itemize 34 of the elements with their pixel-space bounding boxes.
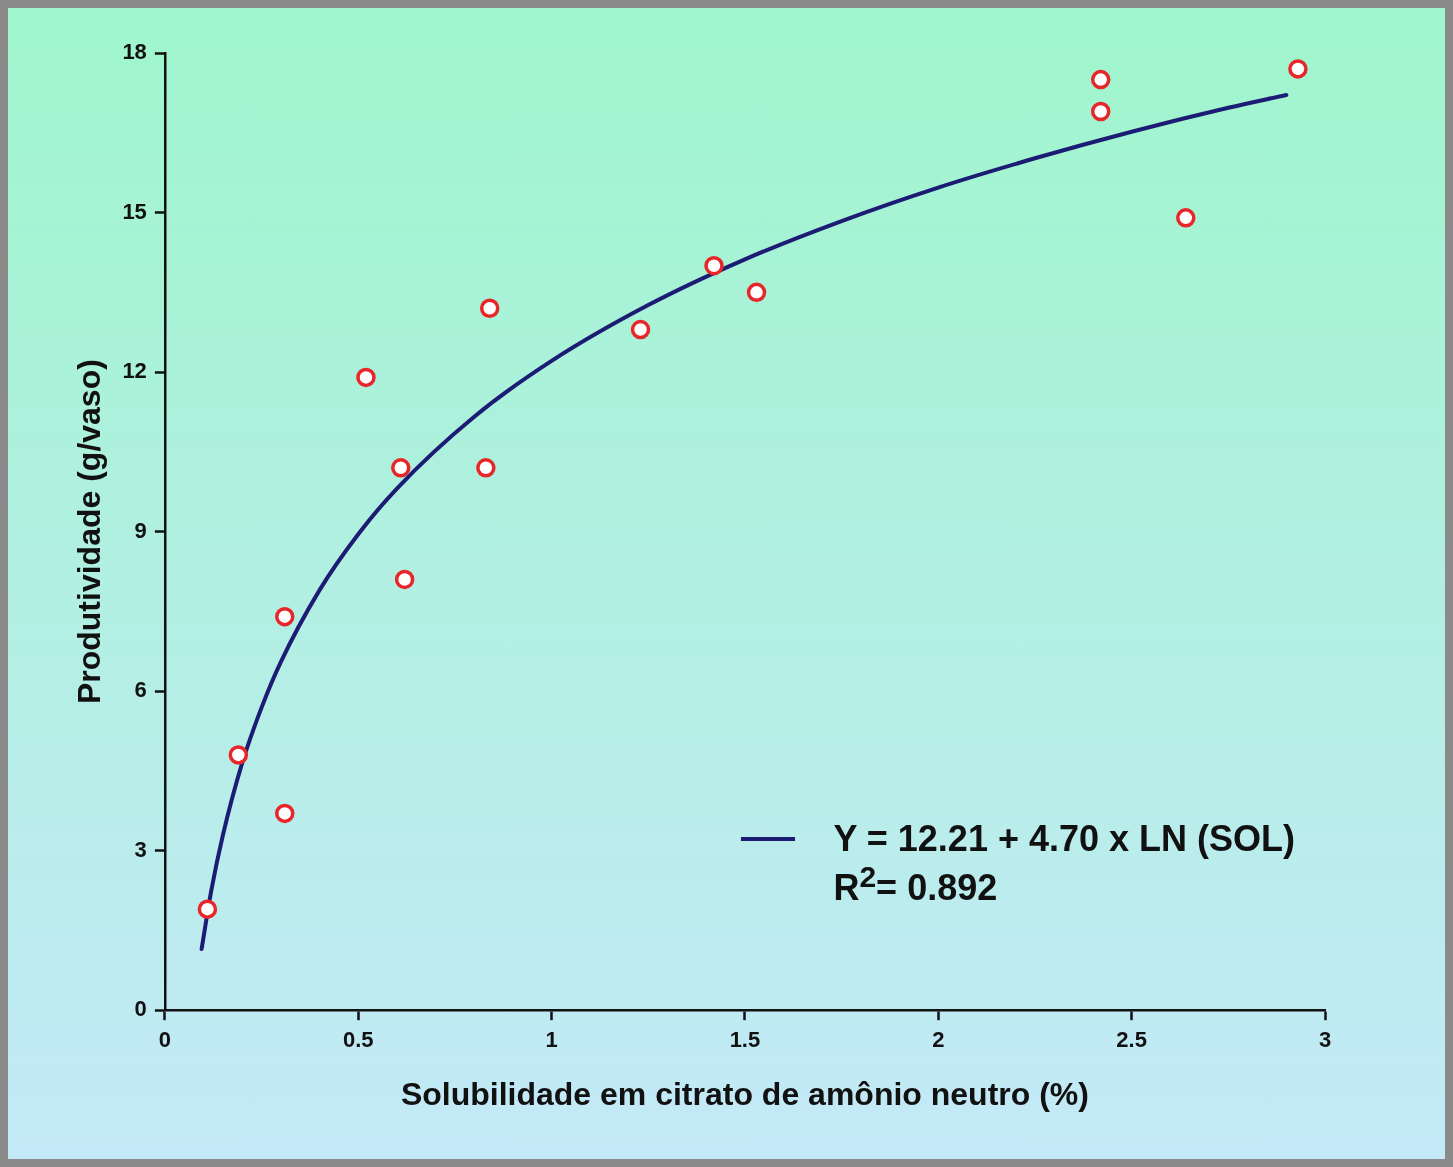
x-tick-label: 1	[545, 1027, 558, 1053]
x-axis-title: Solubilidade em citrato de amônio neutro (%)	[400, 1075, 1089, 1112]
point	[1090, 69, 1111, 90]
y-axis-title: Produtividade (g/vaso)	[71, 359, 108, 705]
point	[1288, 59, 1308, 79]
x-tick-label: 1.5	[729, 1027, 761, 1053]
y-tick-label: 0	[134, 996, 147, 1022]
y-tick-label: 6	[134, 677, 147, 703]
point	[630, 319, 651, 340]
x-tick-label: 2	[932, 1027, 945, 1053]
point	[479, 298, 500, 318]
point	[391, 458, 411, 478]
x-tick-label: 0.5	[342, 1027, 374, 1053]
point	[275, 803, 295, 824]
point	[228, 745, 249, 765]
point	[476, 458, 496, 478]
y-tick-label: 12	[122, 358, 147, 384]
point	[394, 569, 415, 590]
y-tick-label: 18	[122, 39, 147, 65]
annotation: R$^{2}$= 0.892	[833, 860, 999, 909]
y-tick-label: 3	[134, 836, 147, 862]
point	[746, 282, 767, 303]
x-tick-label: 2.5	[1116, 1027, 1147, 1053]
legend-label: Y = 12.21 + 4.70 x LN (SOL)	[833, 818, 1295, 860]
point	[356, 367, 376, 388]
point	[704, 255, 724, 276]
x-tick-label: 0	[158, 1027, 171, 1053]
point	[197, 899, 218, 919]
point	[1090, 101, 1111, 122]
point	[1176, 208, 1196, 228]
y-tick-label: 15	[122, 198, 147, 224]
x-tick-label: 3	[1318, 1027, 1332, 1053]
point	[275, 606, 295, 627]
y-tick-label: 9	[134, 517, 147, 543]
